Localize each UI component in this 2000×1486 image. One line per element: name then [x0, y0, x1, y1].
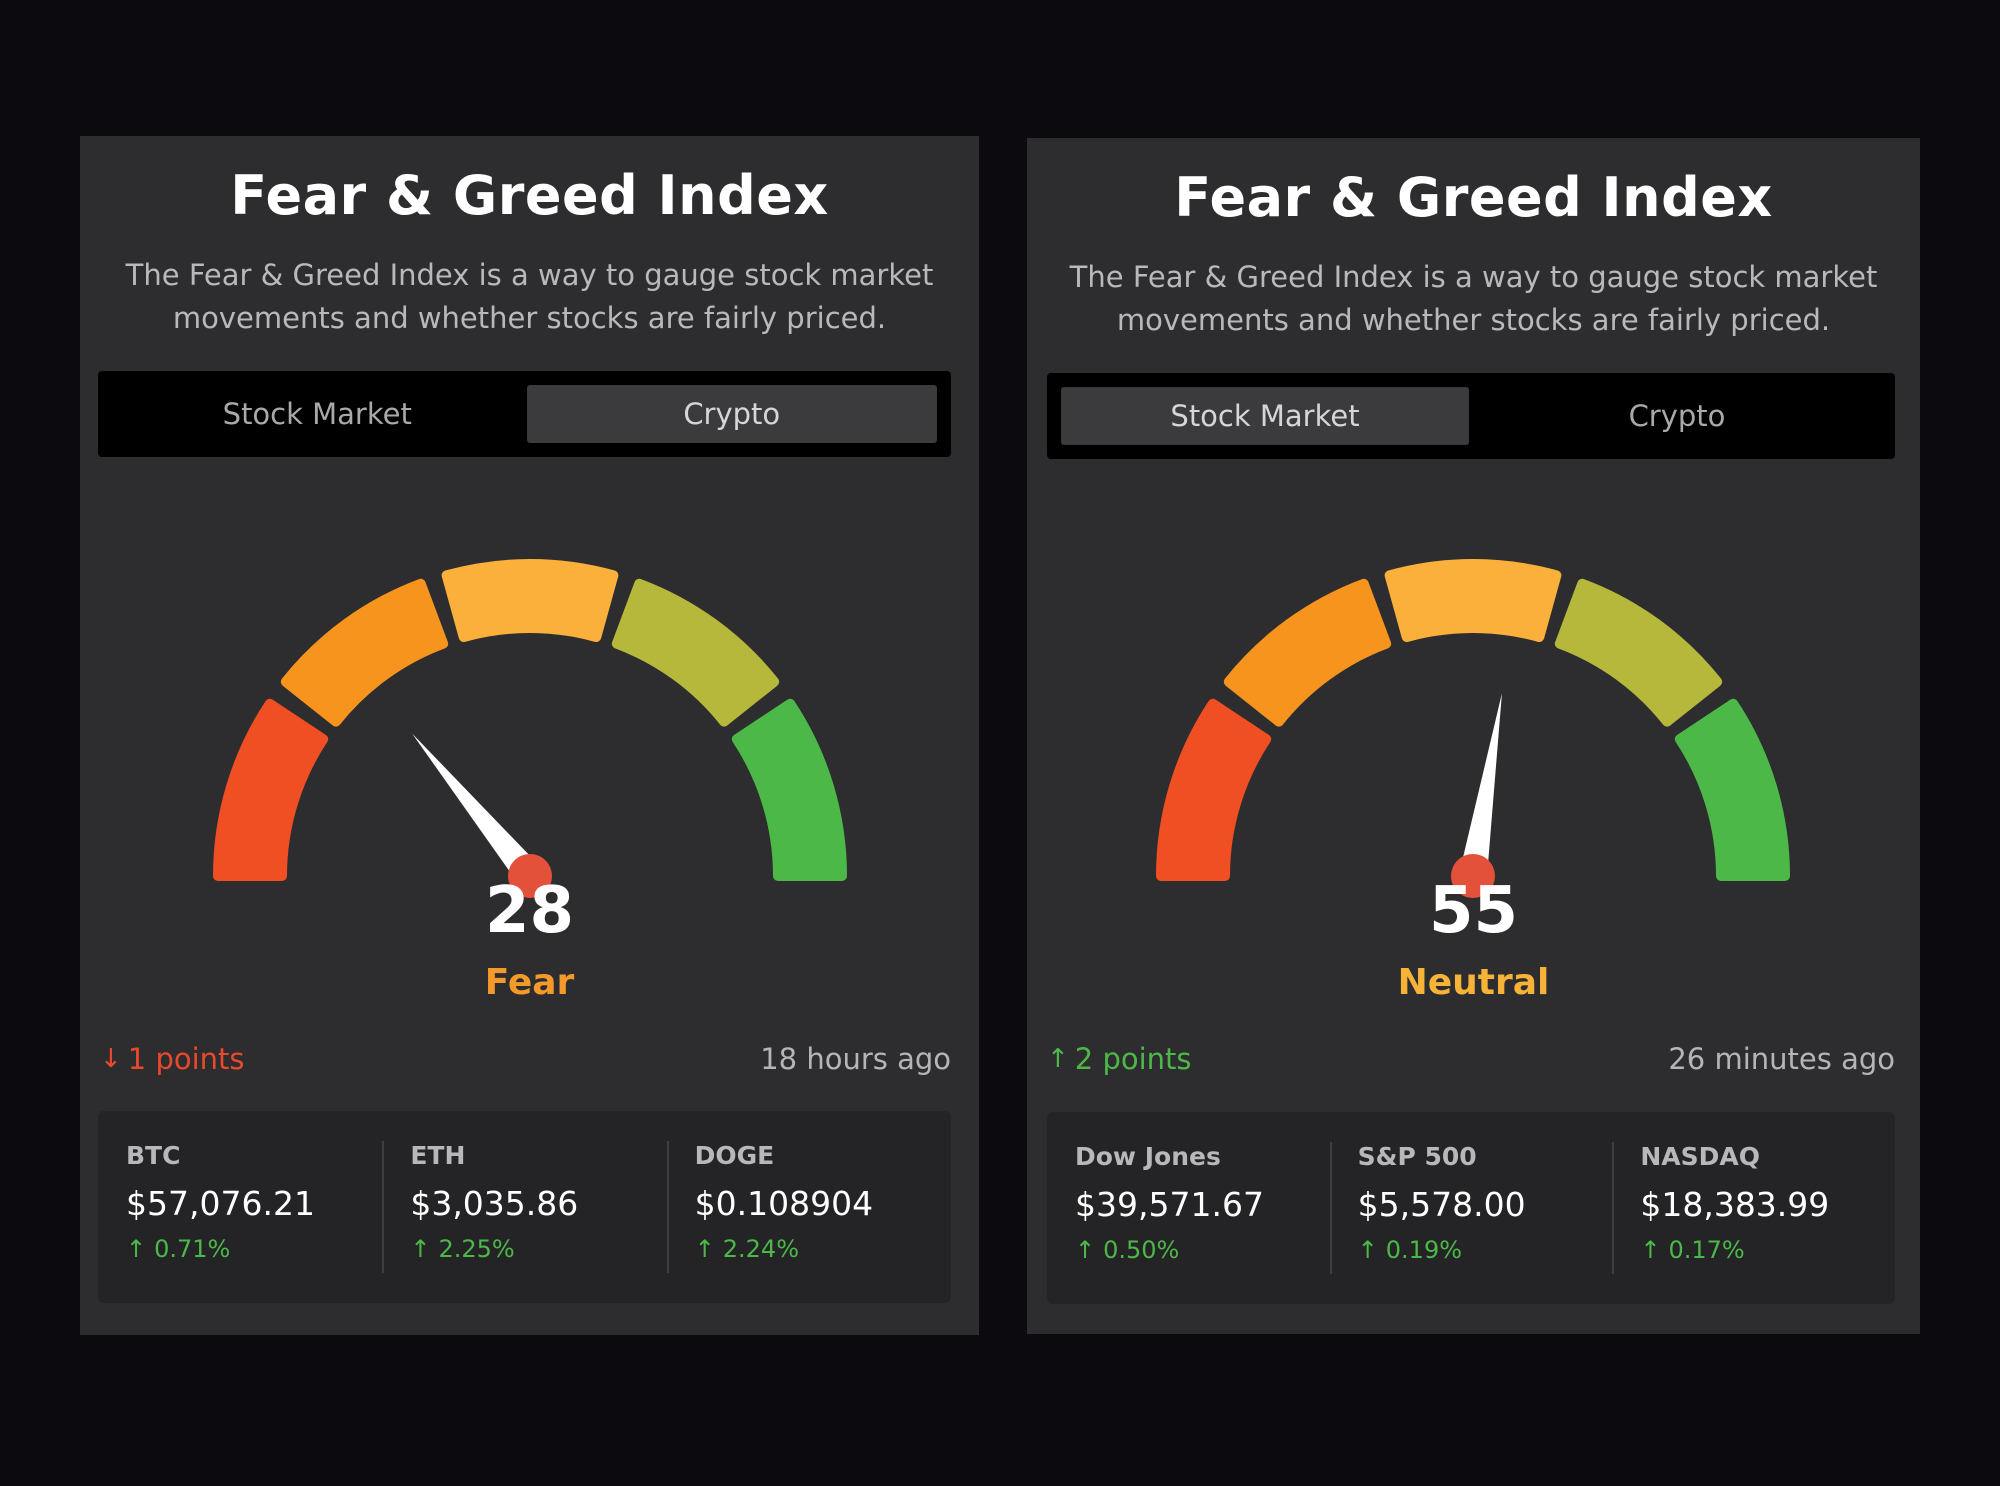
- ticker-name: S&P 500: [1357, 1142, 1477, 1171]
- ticker-change-value: 0.17%: [1668, 1236, 1745, 1264]
- points-change: ↓ 1 points: [100, 1042, 245, 1076]
- arrow-up-icon: ↑: [126, 1235, 147, 1263]
- gauge-segment-neutral: [1384, 559, 1562, 643]
- gauge-segment-greed: [611, 578, 780, 727]
- card-description: The Fear & Greed Index is a way to gauge…: [1069, 260, 1878, 337]
- card-title: Fear & Greed Index: [1174, 166, 1773, 229]
- gauge-segment-fear: [1223, 578, 1392, 727]
- card-title: Fear & Greed Index: [230, 164, 829, 227]
- tab-crypto[interactable]: Crypto: [1628, 399, 1726, 433]
- score-value: 55: [1428, 874, 1519, 948]
- ticker-name: NASDAQ: [1640, 1142, 1760, 1171]
- ticker-name: ETH: [410, 1141, 466, 1170]
- card-description: The Fear & Greed Index is a way to gauge…: [125, 258, 934, 335]
- arrow-up-icon: ↑: [1047, 1044, 1069, 1074]
- arrow-up-icon: ↑: [1357, 1236, 1378, 1264]
- arrow-up-icon: ↑: [410, 1235, 431, 1263]
- ticker-name: DOGE: [694, 1141, 775, 1170]
- ticker-change: ↑ 2.25%: [410, 1235, 666, 1263]
- ticker-change: ↑ 0.19%: [1358, 1236, 1613, 1264]
- ticker-price: $5,578.00: [1357, 1185, 1526, 1224]
- gauge-needle-pivot: [508, 854, 552, 898]
- gauge-segment-greed: [1554, 578, 1723, 727]
- ticker-change-value: 0.19%: [1385, 1236, 1463, 1264]
- last-updated: 26 minutes ago: [1668, 1042, 1895, 1076]
- ticker-change: ↑ 0.71%: [126, 1235, 382, 1263]
- ticker-eth[interactable]: ETH $3,035.86 ↑ 2.25%: [382, 1111, 666, 1303]
- ticker-name: BTC: [126, 1141, 181, 1170]
- fear-greed-card-crypto: Fear & Greed Index The Fear & Greed Inde…: [80, 136, 979, 1335]
- ticker-price: $39,571.67: [1075, 1185, 1264, 1224]
- gauge-needle: [412, 733, 541, 885]
- ticker-doge[interactable]: DOGE $0.108904 ↑ 2.24%: [666, 1111, 951, 1303]
- gauge-needle: [1459, 693, 1502, 879]
- gauge-needle-pivot: [1451, 854, 1495, 898]
- gauge-segment-neutral: [441, 559, 619, 643]
- ticker-dow-jones[interactable]: Dow Jones $39,571.67 ↑ 0.50%: [1047, 1112, 1330, 1304]
- score-value: 28: [484, 874, 575, 948]
- ticker-change-value: 0.71%: [154, 1235, 231, 1263]
- ticker-sp500[interactable]: S&P 500 $5,578.00 ↑ 0.19%: [1329, 1112, 1613, 1304]
- fear-greed-gauge: [1156, 559, 1790, 898]
- gauge-segment-extreme-fear: [1156, 698, 1272, 881]
- arrow-up-icon: ↑: [1075, 1236, 1096, 1264]
- fear-greed-gauge: [213, 559, 847, 898]
- ticker-price: $57,076.21: [126, 1184, 315, 1223]
- ticker-change-value: 2.24%: [722, 1235, 800, 1263]
- ticker-price: $3,035.86: [410, 1184, 579, 1223]
- ticker-change-value: 2.25%: [438, 1235, 515, 1263]
- fear-greed-card-stock: Fear & Greed Index The Fear & Greed Inde…: [1027, 138, 1920, 1334]
- tab-stock-market[interactable]: Stock Market: [222, 397, 412, 431]
- gauge-segment-extreme-greed: [1674, 698, 1790, 881]
- ticker-change: ↑ 0.17%: [1640, 1236, 1895, 1264]
- sentiment-label: Fear: [484, 962, 575, 1003]
- tab-stock-market[interactable]: Stock Market: [1061, 387, 1469, 445]
- ticker-panel: Dow Jones $39,571.67 ↑ 0.50% S&P 500 $5,…: [1047, 1112, 1895, 1304]
- ticker-price: $18,383.99: [1640, 1185, 1830, 1224]
- market-toggle: Stock Market Crypto: [98, 371, 951, 457]
- last-updated: 18 hours ago: [760, 1042, 951, 1076]
- tab-crypto[interactable]: Crypto: [526, 385, 937, 443]
- points-change-label: 2 points: [1074, 1042, 1192, 1076]
- ticker-change-value: 0.50%: [1103, 1236, 1180, 1264]
- market-toggle: Stock Market Crypto: [1047, 373, 1895, 459]
- ticker-change: ↑ 2.24%: [695, 1235, 951, 1263]
- gauge-segment-fear: [280, 578, 449, 727]
- points-change: ↑ 2 points: [1047, 1042, 1192, 1076]
- ticker-price: $0.108904: [694, 1184, 874, 1223]
- gauge-segment-extreme-fear: [213, 698, 329, 881]
- arrow-up-icon: ↑: [694, 1235, 715, 1263]
- ticker-nasdaq[interactable]: NASDAQ $18,383.99 ↑ 0.17%: [1612, 1112, 1895, 1304]
- arrow-up-icon: ↑: [1640, 1236, 1661, 1264]
- sentiment-label: Neutral: [1397, 962, 1550, 1003]
- gauge-segment-extreme-greed: [731, 698, 847, 881]
- ticker-btc[interactable]: BTC $57,076.21 ↑ 0.71%: [98, 1111, 382, 1303]
- ticker-change: ↑ 0.50%: [1075, 1236, 1330, 1264]
- ticker-name: Dow Jones: [1075, 1142, 1221, 1171]
- points-change-label: 1 points: [127, 1042, 245, 1076]
- ticker-panel: BTC $57,076.21 ↑ 0.71% ETH $3,035.86 ↑ 2…: [98, 1111, 951, 1303]
- arrow-down-icon: ↓: [100, 1044, 122, 1074]
